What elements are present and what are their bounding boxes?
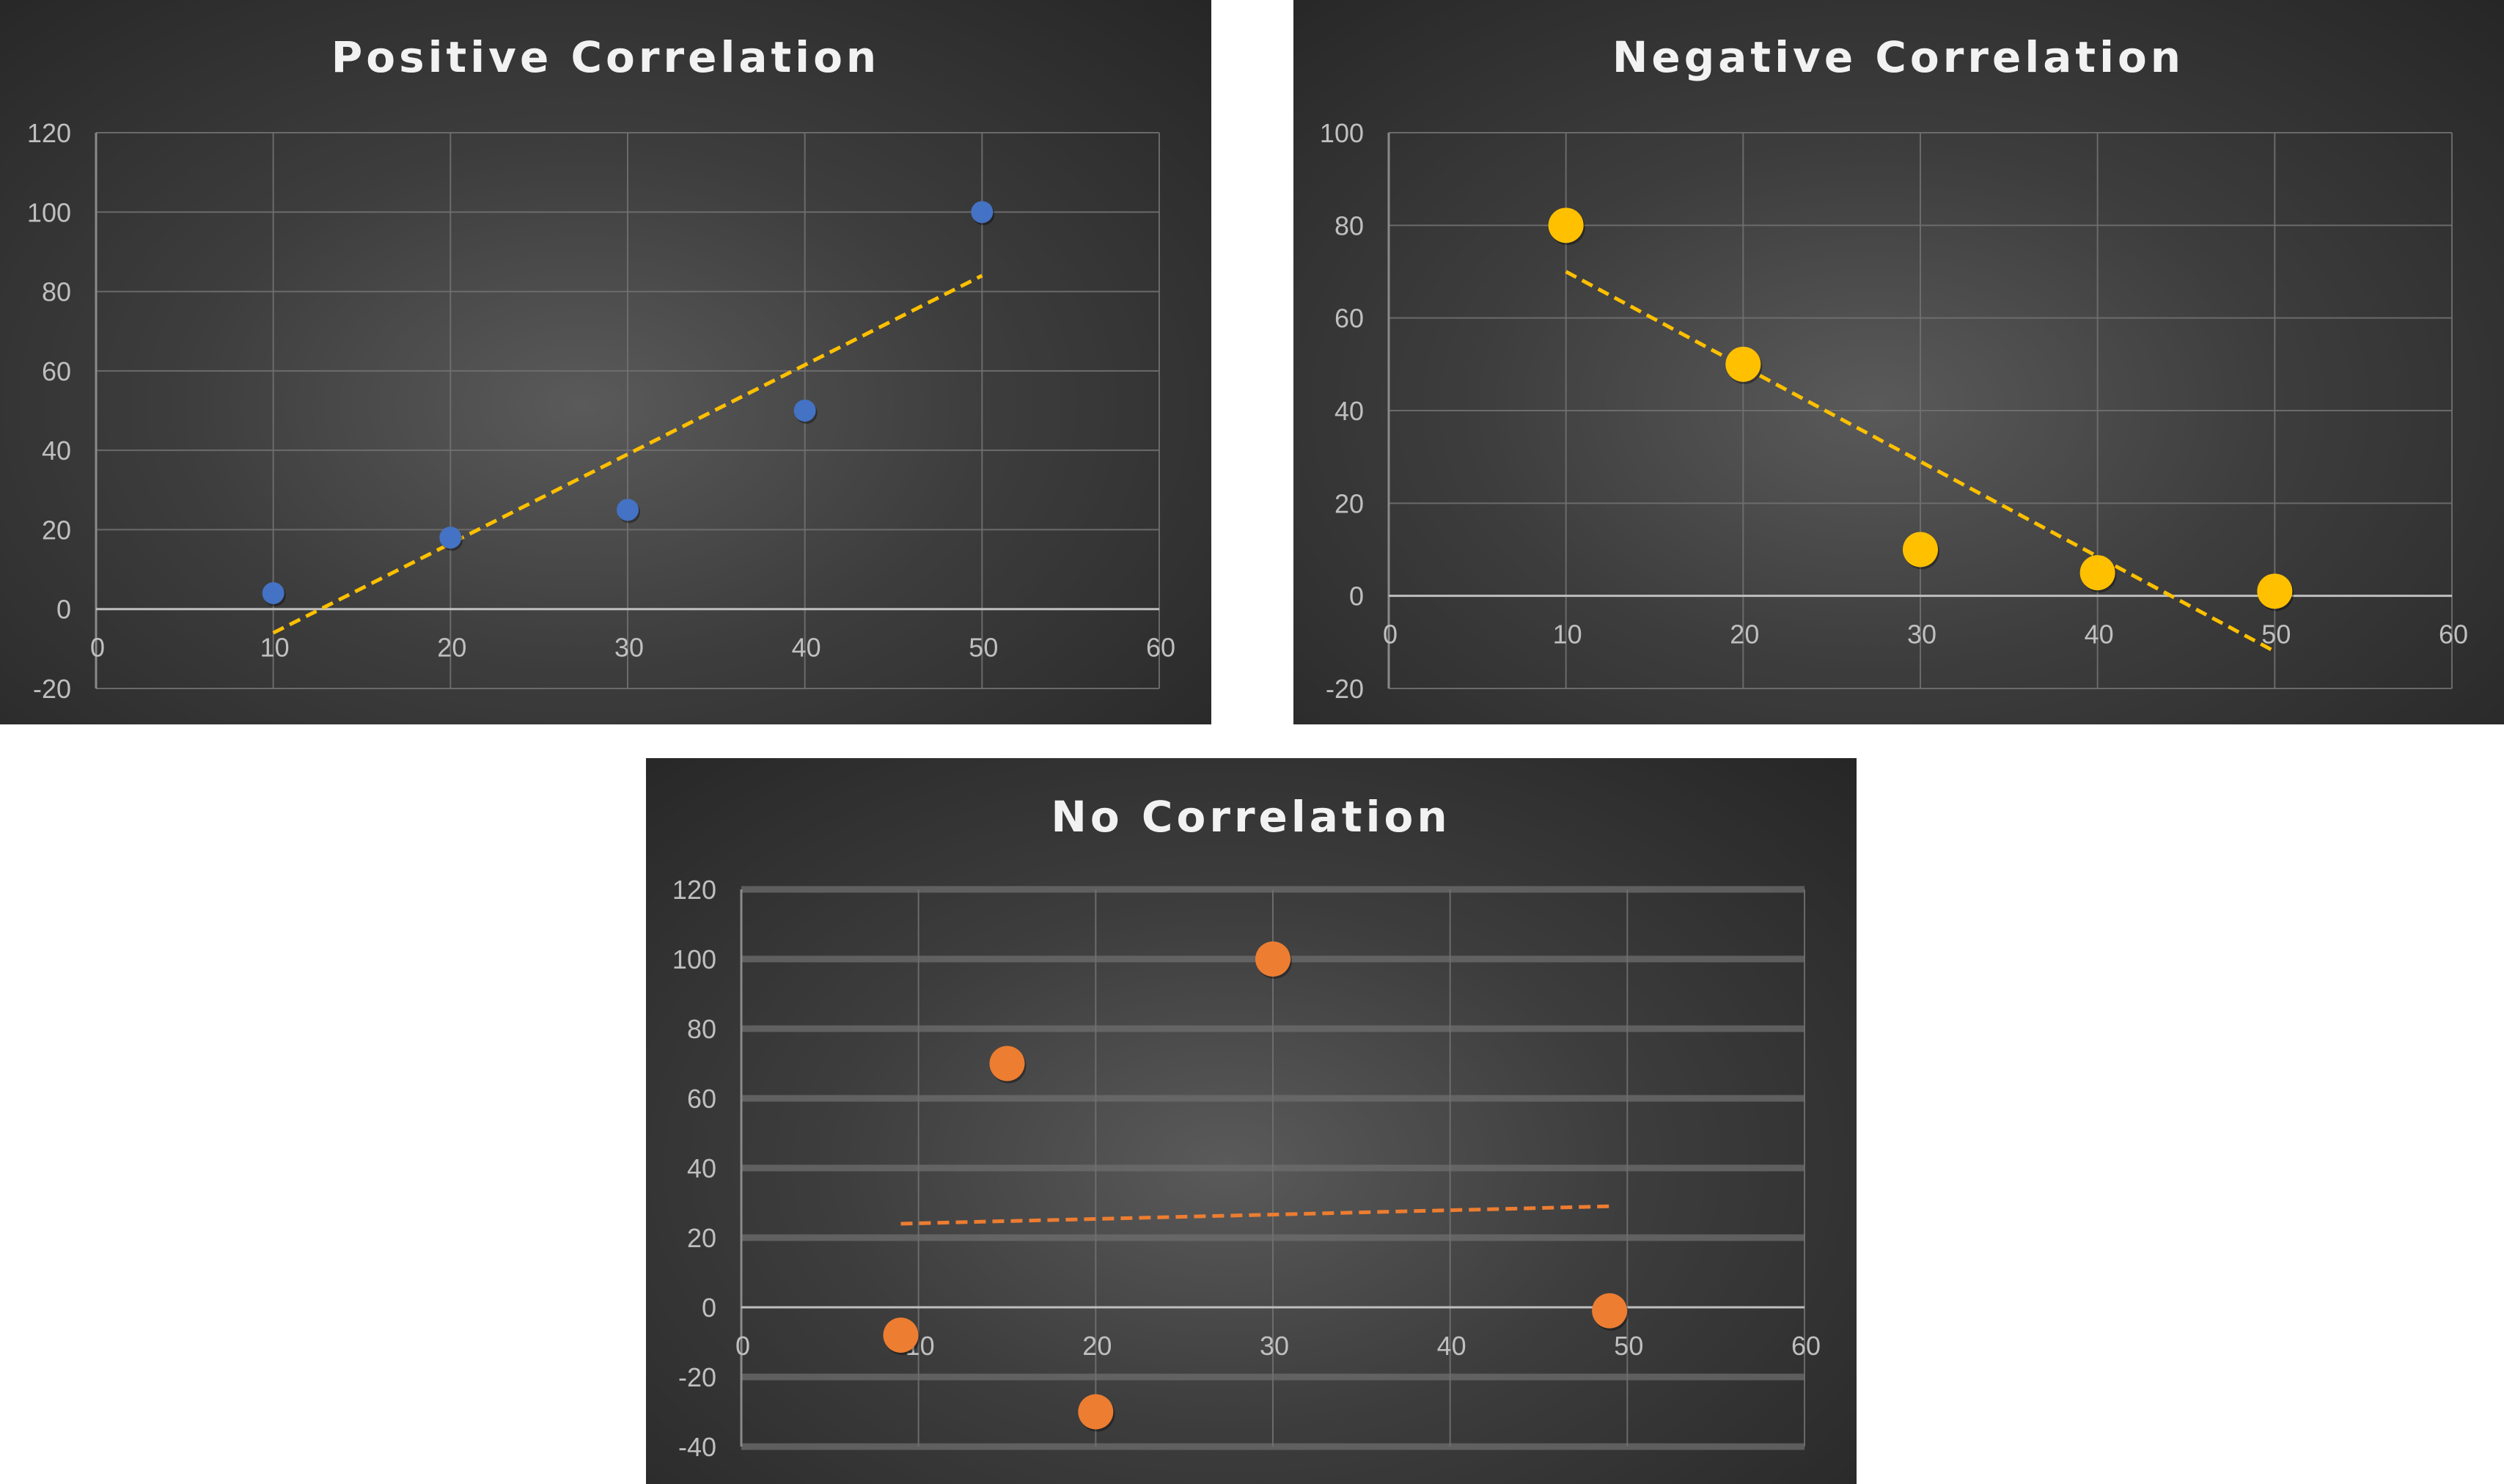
x-tick-label: 0	[1383, 620, 1398, 650]
y-tick-label: 100	[1320, 118, 1364, 148]
x-tick-label: 40	[1437, 1331, 1466, 1361]
x-tick-label: 10	[260, 633, 290, 663]
x-tick-label: 20	[1730, 620, 1759, 650]
plot-area: -20 0 20 40 60 80 100 0 10 20 30 40 50 60	[1320, 118, 2468, 704]
x-tick-label: 10	[1553, 620, 1582, 650]
x-tick-label: 50	[1614, 1331, 1643, 1361]
y-tick-label: 0	[1349, 581, 1364, 611]
y-tick-label: 80	[687, 1014, 716, 1044]
trendline	[900, 1204, 1610, 1226]
data-point	[883, 1318, 919, 1353]
y-tick-label: -20	[1326, 674, 1364, 704]
trendline	[1565, 270, 2276, 653]
chart-title: Negative Correlation	[1612, 32, 2184, 82]
no-correlation-chart: No Correlation -40 -20 0 20 40 60 80 100 120 0 10 2…	[646, 758, 1857, 1484]
x-tick-label: 0	[90, 633, 105, 663]
plot-area: -20 0 20 40 60 80 100 120 0 10 20 30 40 50 60	[27, 118, 1175, 704]
negative-correlation-chart: Negative Correlation -20 0 20 40 60 80 100 0 10 2…	[1293, 0, 2504, 724]
x-tick-label: 50	[969, 633, 998, 663]
y-tick-label: 0	[702, 1293, 716, 1323]
x-tick-label: 40	[2085, 620, 2114, 650]
y-tick-label: 120	[27, 118, 71, 148]
y-tick-label: -20	[33, 674, 71, 704]
data-point	[2257, 573, 2293, 609]
y-tick-label: 40	[42, 436, 71, 466]
y-tick-label: 100	[672, 944, 716, 974]
y-tick-label: 80	[1334, 210, 1364, 240]
y-tick-label: 60	[687, 1084, 716, 1114]
negative-correlation-plot: Negative Correlation -20 0 20 40 60 80 100 0 10 2…	[1320, 32, 2468, 704]
y-tick-label: 0	[56, 595, 71, 625]
y-tick-label: 20	[1334, 488, 1364, 518]
y-tick-label: 20	[42, 515, 71, 545]
x-tick-label: 40	[792, 633, 821, 663]
chart-title: Positive Correlation	[331, 32, 880, 82]
data-point	[1548, 207, 1584, 243]
x-tick-label: 20	[1082, 1331, 1112, 1361]
x-tick-label: 30	[614, 633, 644, 663]
x-tick-label: 50	[2261, 620, 2291, 650]
positive-correlation-chart: Positive Correlation -20 0 20 40 60 80 100 120 0…	[0, 0, 1211, 724]
data-point	[989, 1046, 1025, 1081]
data-point	[1725, 346, 1761, 382]
data-point	[262, 582, 284, 605]
x-tick-label: 60	[1791, 1331, 1821, 1361]
data-point	[971, 201, 994, 224]
y-tick-label: 60	[42, 356, 71, 386]
y-tick-label: 80	[42, 277, 71, 307]
x-tick-label: 30	[1260, 1331, 1289, 1361]
positive-correlation-plot: Positive Correlation -20 0 20 40 60 80 100 120 0…	[27, 32, 1175, 704]
y-tick-label: 120	[672, 875, 716, 905]
chart-title: No Correlation	[1051, 792, 1450, 842]
data-point	[439, 526, 462, 549]
y-tick-label: 40	[1334, 396, 1364, 426]
x-tick-label: 20	[437, 633, 466, 663]
y-tick-label: 60	[1334, 304, 1364, 334]
data-point	[1078, 1394, 1114, 1430]
x-tick-label: 0	[735, 1331, 750, 1361]
data-point	[1255, 941, 1290, 977]
x-tick-label: 60	[1146, 633, 1175, 663]
y-tick-label: 40	[687, 1153, 716, 1183]
data-point	[1903, 532, 1938, 567]
x-tick-label: 60	[2439, 620, 2468, 650]
data-point	[793, 400, 816, 422]
trendline	[272, 273, 983, 635]
y-tick-label: 100	[27, 197, 71, 227]
data-point	[1592, 1293, 1628, 1329]
y-tick-label: -40	[678, 1432, 716, 1462]
x-tick-label: 30	[1907, 620, 1936, 650]
data-point	[2079, 555, 2115, 591]
y-tick-label: 20	[687, 1223, 716, 1253]
data-point	[617, 499, 639, 521]
y-tick-label: -20	[678, 1362, 716, 1392]
